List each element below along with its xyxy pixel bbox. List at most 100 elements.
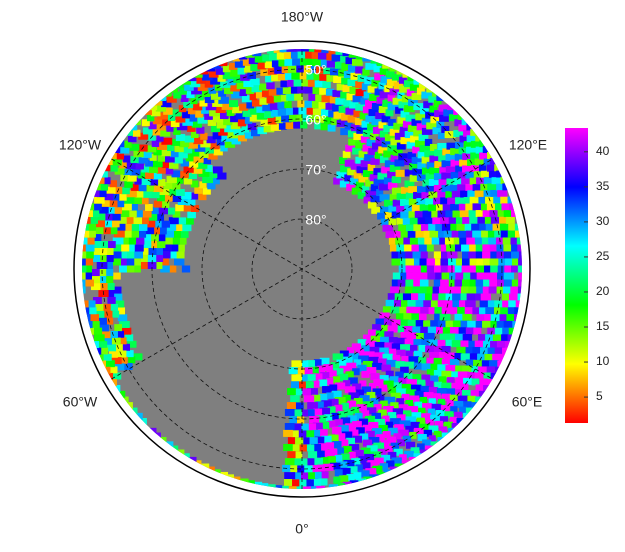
data-cell: [186, 124, 196, 132]
data-cell: [344, 174, 352, 182]
data-cell: [500, 307, 510, 315]
data-cell: [359, 433, 369, 441]
data-cell: [296, 416, 305, 424]
data-cell: [445, 293, 456, 301]
data-cell: [160, 220, 170, 228]
data-cell: [200, 132, 208, 140]
data-cell: [82, 244, 86, 252]
data-cell: [378, 121, 387, 129]
data-cell: [436, 326, 444, 334]
data-cell: [463, 401, 472, 409]
data-cell: [362, 129, 374, 137]
data-cell: [390, 392, 401, 400]
data-cell: [168, 217, 179, 225]
data-cell: [428, 425, 439, 433]
data-cell: [379, 91, 391, 99]
data-cell: [303, 395, 315, 403]
data-cell: [469, 244, 477, 252]
data-cell: [348, 392, 359, 400]
data-cell: [353, 359, 362, 367]
data-cell: [156, 166, 166, 174]
data-cell: [147, 247, 157, 255]
data-cell: [353, 398, 363, 406]
data-cell: [478, 196, 487, 204]
data-cell: [425, 173, 435, 181]
data-cell: [343, 380, 351, 388]
data-cell: [479, 378, 488, 386]
data-cell: [119, 210, 130, 218]
data-cell: [466, 146, 477, 154]
data-cell: [384, 342, 394, 350]
data-cell: [366, 391, 376, 399]
data-cell: [371, 118, 382, 126]
data-cell: [362, 144, 371, 152]
data-cell: [437, 191, 446, 199]
data-cell: [404, 158, 413, 166]
data-cell: [405, 251, 415, 259]
data-cell: [319, 73, 331, 81]
data-cell: [398, 76, 407, 84]
data-cell: [501, 203, 513, 211]
data-cell: [384, 331, 394, 339]
data-cell: [164, 194, 173, 202]
data-cell: [488, 286, 500, 294]
data-cell: [118, 146, 130, 154]
data-cell: [391, 176, 401, 184]
data-cell: [326, 370, 337, 378]
data-cell: [472, 203, 483, 211]
data-cell: [421, 363, 431, 371]
data-cell: [308, 93, 317, 101]
data-cell: [336, 119, 348, 127]
data-cell: [357, 339, 367, 347]
data-cell: [499, 223, 510, 231]
data-cell: [374, 341, 385, 349]
data-cell: [426, 265, 438, 273]
data-cell: [494, 327, 504, 335]
data-cell: [460, 353, 472, 361]
data-cell: [475, 293, 483, 301]
data-cell: [179, 87, 187, 95]
data-cell: [164, 155, 175, 163]
data-cell: [206, 136, 216, 144]
data-cell: [379, 194, 390, 202]
data-cell: [474, 372, 484, 380]
data-cell: [459, 406, 467, 414]
data-cell: [186, 91, 195, 99]
latitude-label: 50°: [305, 62, 326, 78]
data-cell: [404, 131, 414, 139]
data-cell: [475, 210, 484, 218]
data-cell: [96, 317, 107, 325]
data-cell: [490, 265, 500, 273]
data-cell: [421, 117, 431, 125]
data-cell: [384, 134, 395, 142]
data-cell: [107, 303, 118, 311]
data-cell: [86, 300, 96, 308]
data-cell: [441, 382, 452, 390]
data-cell: [452, 293, 463, 301]
data-cell: [306, 360, 315, 368]
data-cell: [501, 334, 509, 342]
data-cell: [433, 184, 443, 192]
data-cell: [489, 258, 501, 266]
data-cell: [132, 244, 144, 252]
data-cell: [291, 374, 303, 382]
data-cell: [383, 406, 394, 414]
data-cell: [445, 210, 455, 218]
colorbar-tick-label: 15: [596, 319, 610, 333]
data-cell: [356, 166, 368, 174]
data-cell: [465, 203, 475, 211]
data-cell: [396, 142, 406, 150]
data-cell: [355, 156, 364, 164]
data-cell: [314, 485, 325, 489]
data-cell: [388, 205, 398, 213]
data-cell: [332, 353, 344, 361]
data-cell: [306, 58, 315, 66]
data-cell: [367, 85, 377, 93]
data-cell: [478, 164, 487, 172]
data-cell: [346, 347, 355, 355]
data-cell: [455, 365, 463, 373]
data-cell: [93, 303, 104, 311]
data-cell: [174, 145, 184, 153]
data-cell: [415, 230, 425, 238]
data-cell: [442, 327, 453, 335]
